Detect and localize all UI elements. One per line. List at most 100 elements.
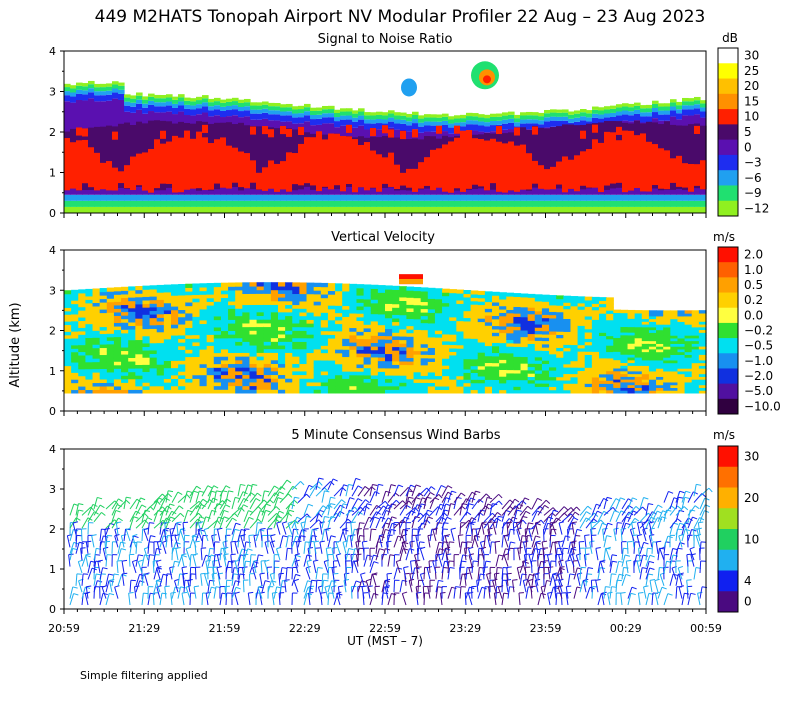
velocity-cell <box>214 301 222 305</box>
snr-cell <box>538 113 545 116</box>
velocity-cell <box>242 378 250 382</box>
velocity-cell <box>399 300 407 304</box>
velocity-cell <box>414 372 422 376</box>
snr-cell <box>436 122 443 126</box>
velocity-cell <box>371 306 379 310</box>
velocity-cell <box>371 364 379 368</box>
velocity-cell <box>142 307 150 311</box>
velocity-cell <box>371 332 379 336</box>
velocity-cell <box>299 374 307 378</box>
velocity-cell <box>185 291 193 295</box>
snr-cell <box>682 201 689 207</box>
snr-cell <box>172 207 179 213</box>
velocity-cell <box>121 297 129 301</box>
velocity-cell <box>378 289 386 293</box>
velocity-cell <box>321 367 329 371</box>
velocity-cell <box>328 287 336 291</box>
velocity-cell <box>299 297 307 301</box>
snr-cell <box>442 125 449 131</box>
velocity-cell <box>378 339 386 343</box>
velocity-cell <box>471 386 479 390</box>
snr-cell <box>676 109 683 113</box>
velocity-cell <box>185 349 193 353</box>
snr-cell <box>172 136 179 193</box>
snr-cell <box>652 195 659 201</box>
velocity-cell <box>271 356 279 360</box>
snr-cell <box>592 110 599 114</box>
velocity-cell <box>128 343 136 347</box>
snr-cell <box>412 201 419 207</box>
velocity-cell <box>392 332 400 336</box>
snr-cell <box>496 207 503 213</box>
velocity-cell <box>371 292 379 296</box>
velocity-cell <box>292 316 300 320</box>
velocity-cell <box>428 389 436 393</box>
snr-cell <box>694 100 701 104</box>
velocity-cell <box>128 329 136 333</box>
snr-cell <box>532 127 539 135</box>
velocity-cell <box>135 286 143 290</box>
velocity-cell <box>200 302 208 306</box>
velocity-cell <box>64 372 72 376</box>
snr-cell <box>604 195 611 201</box>
velocity-cell <box>214 382 222 386</box>
velocity-cell <box>171 317 179 321</box>
velocity-cell <box>235 323 243 327</box>
snr-cell <box>646 207 653 213</box>
velocity-cell <box>392 379 400 383</box>
velocity-cell <box>342 375 350 379</box>
velocity-cell <box>349 360 357 364</box>
snr-cell <box>694 126 701 134</box>
wind-barb-flag <box>182 567 187 568</box>
velocity-cell <box>150 371 158 375</box>
velocity-cell <box>121 287 129 291</box>
velocity-cell <box>307 378 315 382</box>
velocity-cell <box>299 308 307 312</box>
velocity-cell <box>171 353 179 357</box>
velocity-cell <box>342 389 350 393</box>
velocity-cell <box>128 382 136 386</box>
velocity-cell <box>314 305 322 309</box>
velocity-cell <box>178 382 186 386</box>
velocity-cell <box>292 374 300 378</box>
snr-cell <box>610 113 617 117</box>
wind-barb <box>285 580 286 592</box>
snr-cell <box>466 113 473 116</box>
snr-cell <box>190 98 197 101</box>
velocity-cell <box>142 346 150 350</box>
snr-cell <box>304 107 311 111</box>
wind-barb-flag <box>243 505 247 507</box>
snr-cell <box>274 103 281 106</box>
snr-cell <box>658 195 665 201</box>
velocity-cell <box>78 369 86 373</box>
snr-cell <box>658 148 665 188</box>
snr-cell <box>184 131 191 139</box>
velocity-cell <box>435 379 443 383</box>
wind-barb <box>184 535 185 547</box>
velocity-cell <box>414 382 422 386</box>
velocity-cell <box>100 292 108 296</box>
velocity-cell <box>278 282 286 286</box>
velocity-cell <box>221 345 229 349</box>
wind-barb-flag <box>109 574 114 575</box>
velocity-unit: m/s <box>713 230 735 244</box>
velocity-cell <box>71 372 79 376</box>
velocity-cell <box>64 324 72 328</box>
velocity-cell <box>335 331 343 335</box>
velocity-colorbar: 2.01.00.50.20.0−0.2−0.5−1.0−2.0−5.0−10.0 <box>718 247 781 415</box>
snr-cell <box>370 116 377 120</box>
snr-cell <box>466 120 473 124</box>
snr-cell <box>514 207 521 213</box>
velocity-cell <box>321 349 329 353</box>
wind-barb <box>157 542 160 554</box>
snr-cell <box>310 207 317 213</box>
velocity-cell <box>378 332 386 336</box>
snr-cell <box>688 207 695 213</box>
velocity-cell <box>278 374 286 378</box>
velocity-cell <box>292 378 300 382</box>
snr-cell <box>82 128 89 136</box>
velocity-cell <box>314 349 322 353</box>
snr-cell <box>106 161 113 190</box>
velocity-cell <box>371 382 379 386</box>
velocity-cell <box>214 345 222 349</box>
